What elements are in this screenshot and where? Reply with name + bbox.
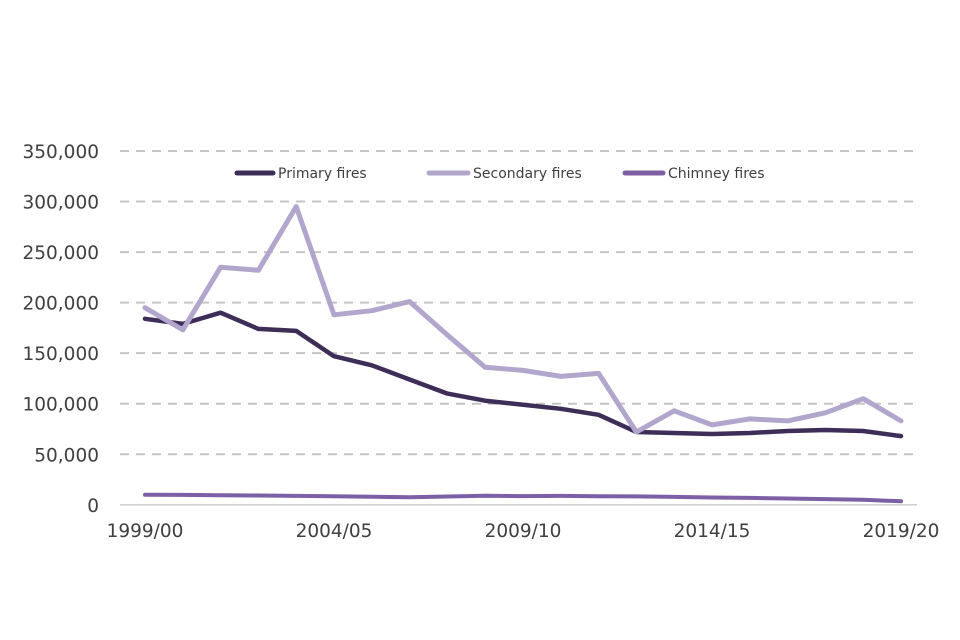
series-line-secondary-fires bbox=[142, 204, 904, 435]
y-axis-tick-label: 300,000 bbox=[22, 193, 99, 214]
x-axis-tick-label: 2014/15 bbox=[674, 521, 751, 542]
legend-label-chimney-fires: Chimney fires bbox=[668, 166, 765, 182]
y-axis-tick-label: 150,000 bbox=[22, 344, 99, 365]
legend-label-secondary-fires: Secondary fires bbox=[473, 166, 582, 182]
legend-label-primary-fires: Primary fires bbox=[278, 166, 367, 182]
x-axis-tick-label: 2019/20 bbox=[863, 521, 940, 542]
y-axis-tick-label: 200,000 bbox=[22, 294, 99, 315]
x-axis-tick-label: 2009/10 bbox=[485, 521, 562, 542]
y-axis-tick-label: 350,000 bbox=[22, 142, 99, 163]
y-axis-tick-label: 50,000 bbox=[34, 445, 99, 466]
series-line-primary-fires bbox=[142, 310, 904, 439]
y-axis-tick-label: 0 bbox=[87, 496, 99, 517]
x-axis-tick-label: 2004/05 bbox=[296, 521, 373, 542]
series-line-chimney-fires bbox=[143, 492, 903, 504]
y-axis-tick-label: 250,000 bbox=[22, 243, 99, 264]
y-axis-tick-label: 100,000 bbox=[22, 395, 99, 416]
x-axis-tick-label: 1999/00 bbox=[107, 521, 184, 542]
